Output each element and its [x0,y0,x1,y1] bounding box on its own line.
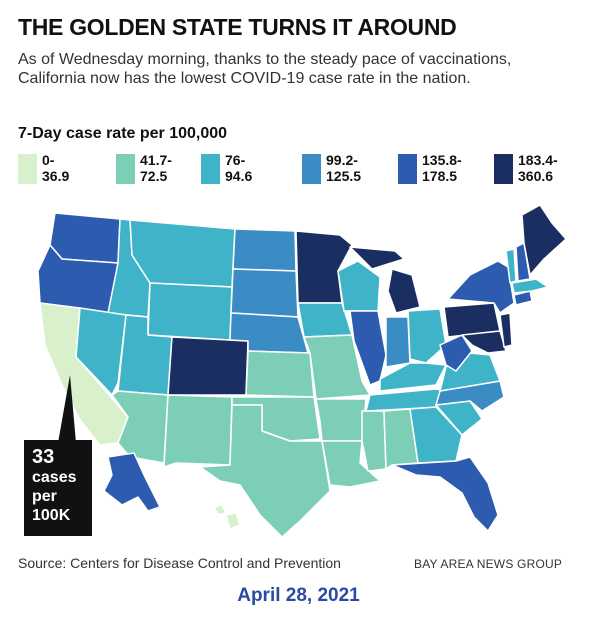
credit-line: BAY AREA NEWS GROUP [414,557,563,571]
legend-label-5: 135.8- 178.5 [422,152,462,184]
state-michigan-lower [387,268,421,314]
state-west-virginia [439,334,473,372]
legend-item-3: 76- 94.6 [201,152,252,184]
state-massachusetts [511,278,549,294]
legend-swatch-2 [116,154,135,184]
legend-label-2: 41.7- 72.5 [140,152,172,184]
state-texas [199,404,331,538]
subtitle: As of Wednesday morning, thanks to the s… [18,51,512,87]
legend-item-1: 0- 36.9 [18,152,69,184]
state-maine [521,204,567,276]
state-new-york [447,260,515,314]
state-hawaii [213,504,227,516]
state-south-dakota [230,268,299,318]
state-wyoming [147,282,233,341]
state-indiana [385,316,411,368]
legend-title: 7-Day case rate per 100,000 [18,125,228,142]
state-new-mexico [163,394,233,468]
source-note: Source: Centers for Disease Control and … [18,555,341,571]
state-washington [49,212,121,264]
legend-label-3: 76- 94.6 [225,152,253,184]
state-colorado [167,336,249,396]
legend-item-2: 41.7- 72.5 [116,152,172,184]
state-new-jersey [499,312,513,348]
state-florida [391,456,499,532]
state-alaska [103,452,161,512]
page-title: THE GOLDEN STATE TURNS IT AROUND [18,14,457,40]
state-mississippi [361,410,387,472]
legend-label-6: 183.4- 360.6 [518,152,558,184]
state-ohio [407,308,447,364]
date-caption: April 28, 2021 [237,585,360,606]
legend-label-4: 99.2- 125.5 [326,152,362,184]
state-montana [129,219,236,288]
legend-item-6: 183.4- 360.6 [494,152,558,184]
legend-swatch-5 [398,154,417,184]
legend-item-5: 135.8- 178.5 [398,152,462,184]
state-wisconsin [337,260,381,312]
callout-pointer [58,375,76,443]
state-nevada [75,307,127,396]
legend-swatch-4 [302,154,321,184]
legend-swatch-6 [494,154,513,184]
state-kansas [245,350,315,398]
state-kentucky [379,362,447,392]
legend-swatch-3 [201,154,220,184]
state-arkansas [315,398,367,442]
state-maryland [461,330,507,354]
legend-label-1: 0- 36.9 [42,152,70,184]
legend-item-4: 99.2- 125.5 [302,152,361,184]
state-michigan-upper [349,246,405,270]
legend: 0- 36.9 41.7- 72.5 76- 94.6 99.2- 125.5 135.… [18,152,588,192]
us-map [37,204,567,538]
state-new-hampshire [515,242,531,282]
state-vermont [505,248,517,284]
state-north-dakota [232,228,297,272]
california-callout: 33 cases per 100K [24,440,92,536]
state-hawaii-2 [225,512,241,530]
legend-swatch-1 [18,154,37,184]
